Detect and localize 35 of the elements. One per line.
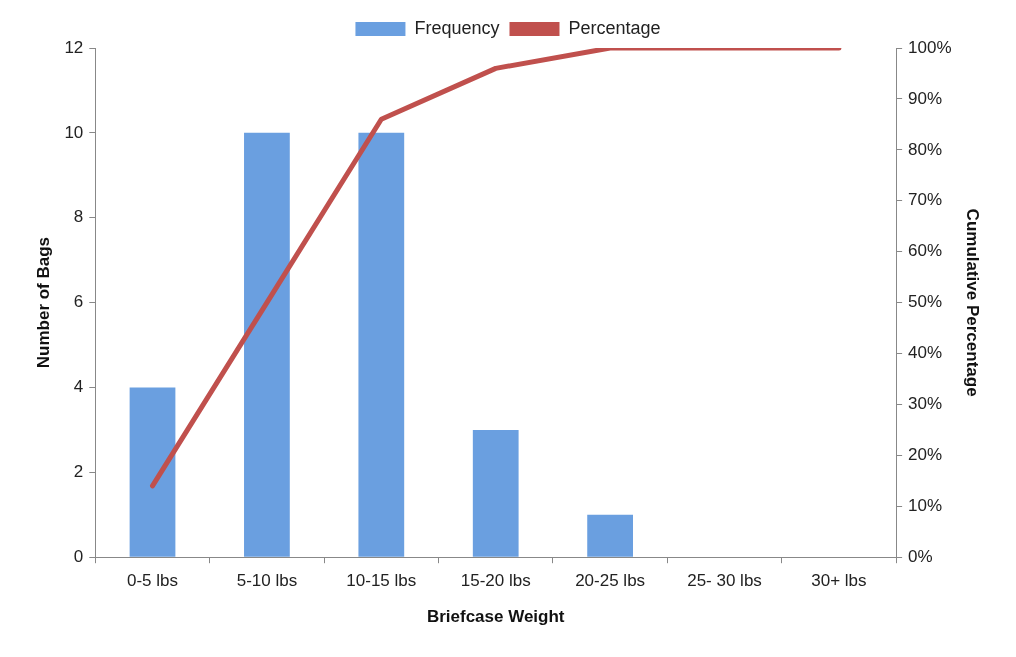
x-tick-label: 10-15 lbs [346,571,417,591]
y2-tick-label: 80% [908,139,943,159]
y-axis-title: Number of Bags [33,236,53,369]
y-tick-label: 4 [73,377,84,397]
y-tick-label: 6 [73,292,84,312]
bar [244,132,290,557]
bar [587,514,633,557]
bar [129,387,176,557]
x-tick-label: 30+ lbs [811,571,867,591]
y2-tick-label: 70% [908,190,943,210]
y2-tick-label: 60% [908,241,943,261]
y2-tick-label: 100% [908,37,952,57]
x-tick-label: 15-20 lbs [460,571,531,591]
x-tick-label: 0-5 lbs [126,571,179,591]
bar [472,429,519,557]
legend-label: Percentage [568,17,661,38]
y2-tick-label: 50% [908,292,943,312]
y2-tick-label: 30% [908,394,943,414]
y2-tick-label: 0% [908,546,933,566]
legend-label: Frequency [414,17,500,38]
y2-axis-title: Cumulative Percentage [963,208,983,397]
y-tick-label: 12 [64,37,84,57]
y-tick-label: 0 [73,546,84,566]
x-tick-label: 5-10 lbs [236,571,298,591]
x-tick-label: 25- 30 lbs [687,571,762,591]
y2-tick-label: 40% [908,343,943,363]
y-tick-label: 8 [73,207,84,227]
y-tick-label: 2 [73,462,84,482]
y-tick-label: 10 [64,122,84,142]
x-tick-label: 20-25 lbs [575,571,646,591]
y2-tick-label: 90% [908,88,943,108]
x-axis-title: Briefcase Weight [426,607,565,627]
bar [358,132,405,557]
y2-tick-label: 10% [908,495,943,515]
y2-tick-label: 20% [908,445,943,465]
